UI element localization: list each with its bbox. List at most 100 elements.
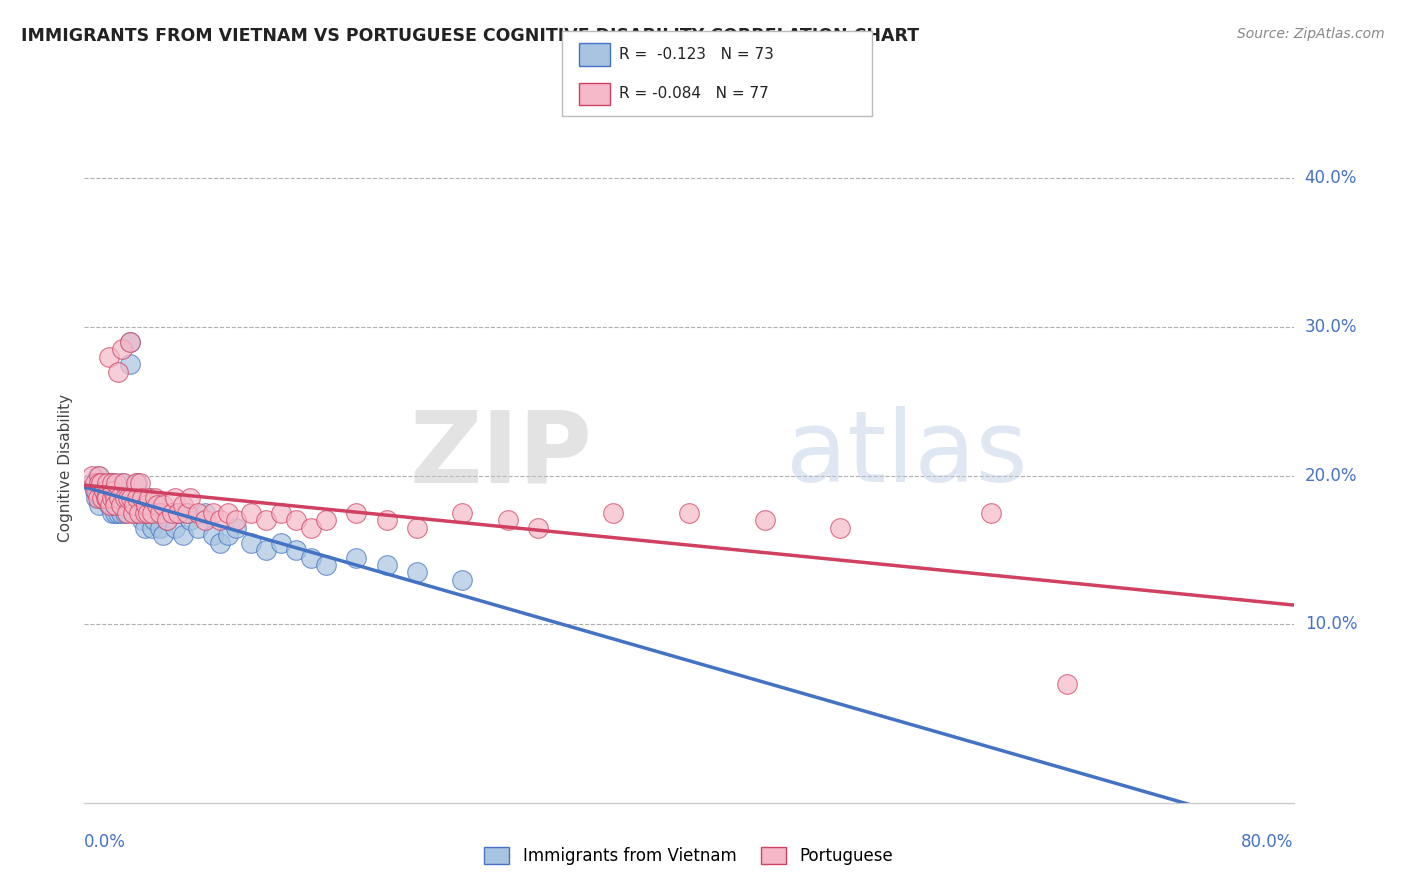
Point <box>146 499 169 513</box>
Point <box>118 334 141 349</box>
Point <box>209 513 232 527</box>
Point <box>90 491 112 505</box>
Point <box>108 499 131 513</box>
Point <box>176 506 198 520</box>
Point <box>138 491 160 505</box>
Point <box>98 476 121 491</box>
Point <box>156 513 179 527</box>
Point <box>131 491 153 505</box>
Point <box>112 476 135 491</box>
Point <box>134 521 156 535</box>
Point <box>176 506 198 520</box>
Point <box>122 499 145 513</box>
Point <box>406 566 429 580</box>
Point <box>142 513 165 527</box>
Point <box>120 491 142 505</box>
Point <box>128 506 150 520</box>
Point <box>100 476 122 491</box>
Point <box>375 513 398 527</box>
Point <box>135 499 157 513</box>
Point <box>187 521 209 535</box>
Point <box>93 483 115 498</box>
Point <box>201 528 224 542</box>
Point <box>117 499 139 513</box>
Point <box>284 513 308 527</box>
Point <box>80 468 103 483</box>
Point <box>129 476 152 491</box>
Point <box>375 558 398 572</box>
Point <box>172 528 194 542</box>
Point <box>115 506 138 520</box>
Point <box>239 535 262 549</box>
Point <box>141 521 163 535</box>
Point <box>105 476 128 491</box>
Point <box>201 506 224 520</box>
Point <box>980 506 1002 520</box>
Point <box>406 521 429 535</box>
Point <box>225 513 247 527</box>
Point <box>104 506 127 520</box>
Point <box>163 491 186 505</box>
Point <box>156 513 179 527</box>
Point <box>254 513 277 527</box>
Point <box>172 499 194 513</box>
Text: 40.0%: 40.0% <box>1305 169 1357 187</box>
Point <box>160 506 183 520</box>
Point <box>104 491 127 505</box>
Point <box>179 513 201 527</box>
Point <box>125 506 148 520</box>
Point <box>114 491 136 505</box>
Point <box>121 506 143 520</box>
Point <box>830 521 852 535</box>
Text: Source: ZipAtlas.com: Source: ZipAtlas.com <box>1237 27 1385 41</box>
Point <box>346 550 368 565</box>
Point <box>346 506 368 520</box>
Point <box>89 476 111 491</box>
Point <box>115 491 138 505</box>
Point <box>86 491 108 505</box>
Text: R =  -0.123   N = 73: R = -0.123 N = 73 <box>619 47 773 62</box>
Point <box>187 506 209 520</box>
Point <box>138 491 160 505</box>
Point <box>194 513 217 527</box>
Point <box>194 506 217 520</box>
Point <box>117 491 139 505</box>
Point <box>100 491 122 505</box>
Point <box>1056 677 1078 691</box>
Point <box>84 483 107 498</box>
Point <box>149 506 172 520</box>
Point <box>110 499 132 513</box>
Point <box>754 513 776 527</box>
Text: atlas: atlas <box>786 407 1028 503</box>
Point <box>602 506 624 520</box>
Point <box>94 491 117 505</box>
Point <box>96 476 118 491</box>
Text: 10.0%: 10.0% <box>1305 615 1357 633</box>
Point <box>127 491 149 505</box>
Y-axis label: Cognitive Disability: Cognitive Disability <box>58 394 73 542</box>
Point <box>91 476 114 491</box>
Point <box>678 506 700 520</box>
Point <box>110 506 132 520</box>
Text: 80.0%: 80.0% <box>1241 833 1294 851</box>
Point <box>131 513 153 527</box>
Point <box>299 521 322 535</box>
Point <box>128 491 150 505</box>
Point <box>97 499 120 513</box>
Point <box>107 365 129 379</box>
Point <box>299 550 322 565</box>
Point <box>159 506 181 520</box>
Text: R = -0.084   N = 77: R = -0.084 N = 77 <box>619 87 769 101</box>
Point <box>152 499 174 513</box>
Point <box>125 476 148 491</box>
Point <box>135 499 157 513</box>
Point <box>121 506 143 520</box>
Point <box>93 483 115 498</box>
Point <box>270 535 292 549</box>
Point <box>284 543 308 558</box>
Point <box>96 483 118 498</box>
Point <box>87 468 110 483</box>
Point <box>104 499 127 513</box>
Point <box>315 513 337 527</box>
Point <box>101 476 124 491</box>
